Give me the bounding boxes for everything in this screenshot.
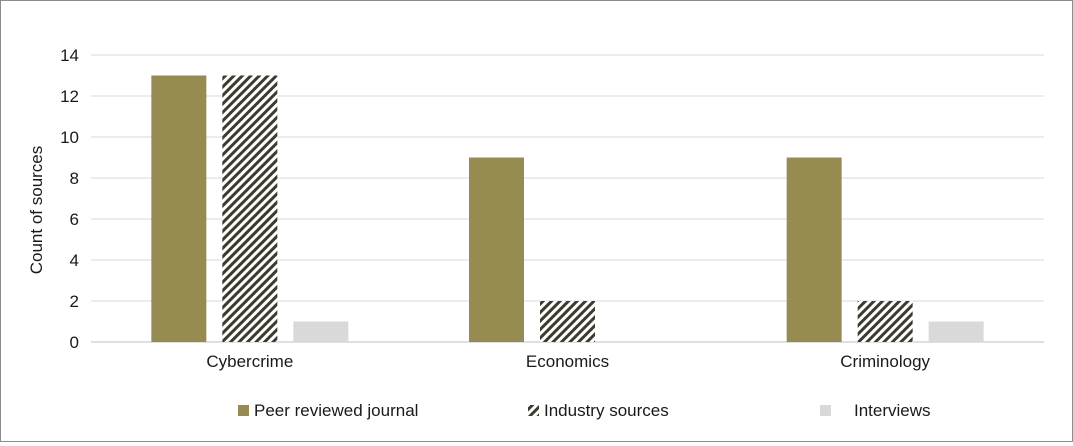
y-tick-label: 14 <box>60 46 79 65</box>
legend-item: Industry sources <box>528 401 669 420</box>
y-tick-label: 2 <box>70 292 79 311</box>
y-axis-ticks: 0 2 4 6 8 10 12 14 <box>60 46 79 352</box>
bar-industry-sources-criminology <box>857 301 913 342</box>
legend-item: Peer reviewed journal <box>238 401 418 420</box>
bar-peer-reviewed-journal-economics <box>469 157 524 342</box>
legend: Peer reviewed journal Industry sources Int… <box>238 401 931 420</box>
legend-label: Industry sources <box>544 401 669 420</box>
y-axis-label: Count of sources <box>27 146 46 275</box>
legend-label: Peer reviewed journal <box>254 401 418 420</box>
y-tick-label: 0 <box>70 333 79 352</box>
legend-swatch <box>820 405 831 416</box>
x-axis-ticks: Cybercrime Economics Criminology <box>206 352 930 371</box>
bar-peer-reviewed-journal-criminology <box>786 157 842 342</box>
legend-item: Interviews <box>820 401 931 420</box>
y-tick-label: 4 <box>70 251 79 270</box>
x-tick-label: Economics <box>526 352 609 371</box>
x-tick-label: Criminology <box>840 352 930 371</box>
bar-interviews-cybercrime <box>293 321 349 342</box>
bars <box>151 75 984 342</box>
y-tick-label: 8 <box>70 169 79 188</box>
legend-label: Interviews <box>854 401 931 420</box>
bar-industry-sources-economics <box>540 301 595 342</box>
y-tick-label: 12 <box>60 87 79 106</box>
bar-industry-sources-cybercrime <box>222 75 278 342</box>
bar-peer-reviewed-journal-cybercrime <box>151 75 207 342</box>
x-tick-label: Cybercrime <box>206 352 293 371</box>
bar-interviews-criminology <box>928 321 984 342</box>
y-tick-label: 10 <box>60 128 79 147</box>
legend-swatch <box>238 405 249 416</box>
y-tick-label: 6 <box>70 210 79 229</box>
legend-swatch <box>528 405 539 416</box>
